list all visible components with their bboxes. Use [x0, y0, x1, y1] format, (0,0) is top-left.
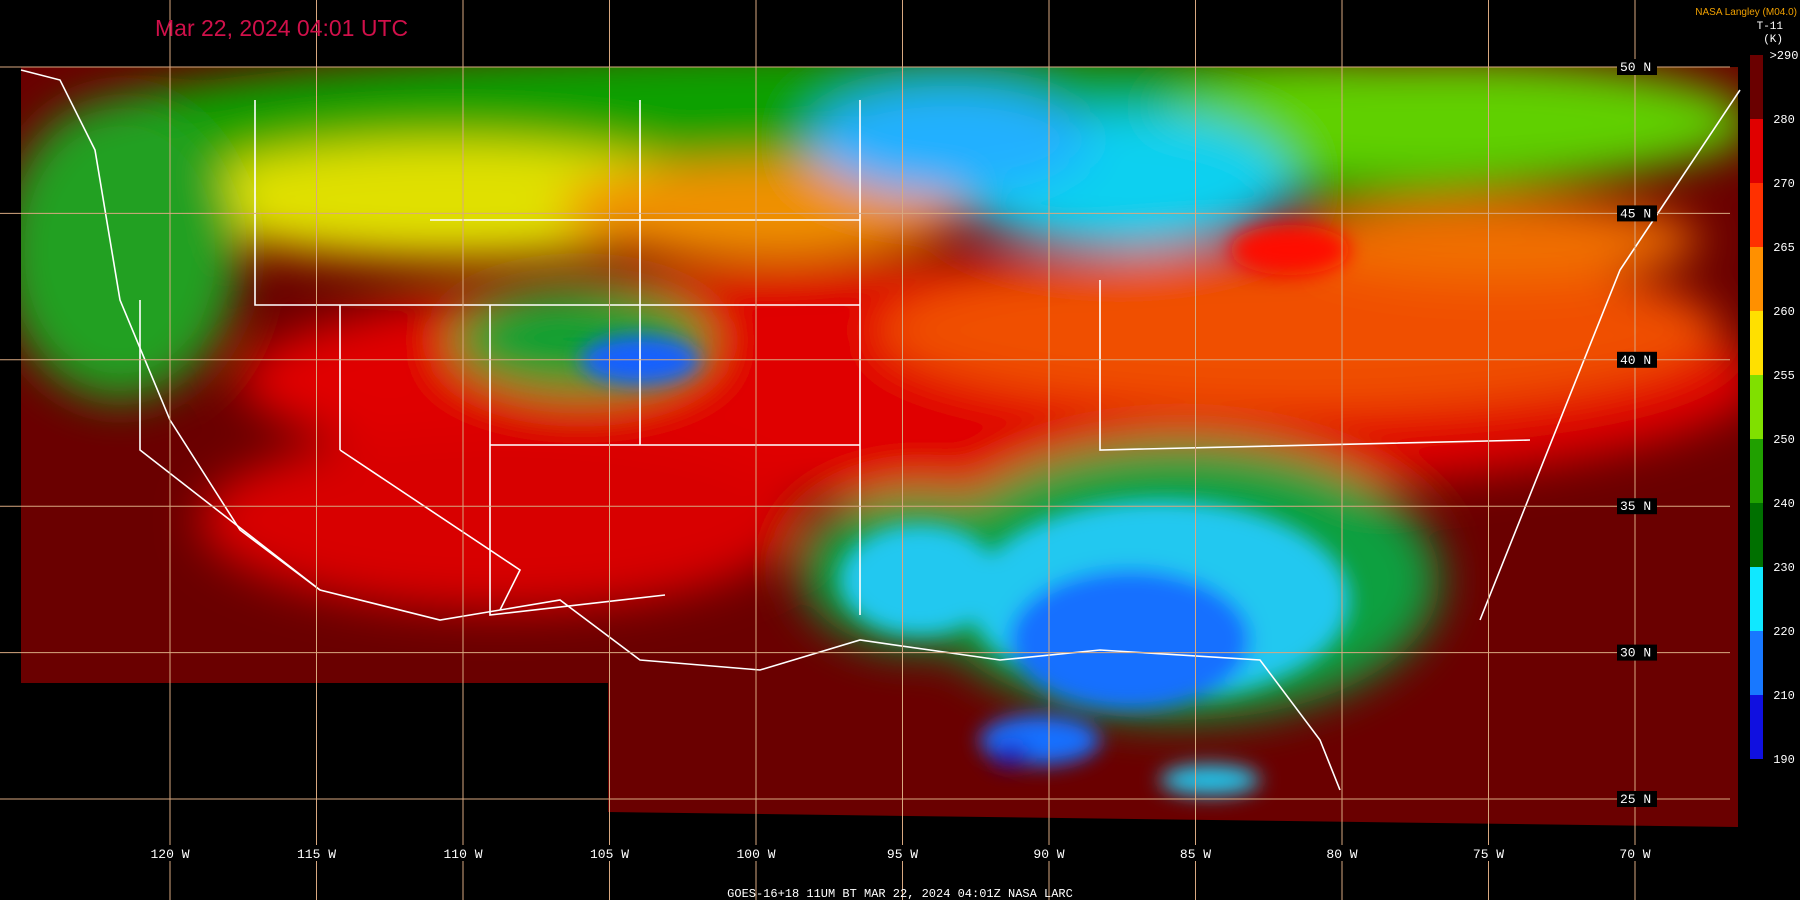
label-bg: [1617, 644, 1657, 661]
label-bg: [1463, 845, 1514, 861]
longitude-label: 90 W: [1033, 847, 1064, 862]
label-bg: [438, 845, 488, 861]
credit: NASA Langley (M04.0): [1695, 7, 1797, 18]
latitude-label: 45 N: [1620, 206, 1651, 221]
label-bg: [1317, 845, 1367, 861]
state-borders: [20, 69, 1741, 791]
label-bg: [1170, 845, 1221, 861]
label-bg: [1617, 791, 1657, 807]
label-bg: [145, 845, 195, 861]
longitude-label: 70 W: [1619, 847, 1650, 862]
longitude-label: 75 W: [1473, 847, 1504, 862]
unit: (K): [1763, 34, 1783, 46]
colorbar-label: 230: [1773, 561, 1795, 575]
colorbar-segment: [1750, 631, 1763, 695]
product: T-11: [1757, 21, 1784, 33]
colorbar-label: 220: [1773, 625, 1795, 639]
colorbar-segment: [1750, 439, 1763, 503]
colorbar-label: 250: [1773, 433, 1795, 447]
footer: GOES-16+18 11UM BT MAR 22, 2024 04:01Z N…: [727, 887, 1073, 900]
longitude-label: 80 W: [1326, 847, 1357, 862]
longitude-label: 110 W: [443, 847, 482, 862]
latitude-label: 50 N: [1620, 60, 1651, 75]
colorbar-label: 280: [1773, 113, 1795, 127]
colorbar-label: 240: [1773, 497, 1795, 511]
latitude-label: 25 N: [1620, 792, 1651, 807]
label-bg: [1024, 845, 1074, 861]
label-bg: [877, 845, 928, 861]
graticule: [0, 0, 1730, 900]
latitude-label: 30 N: [1620, 646, 1651, 661]
colorbar-label: 255: [1773, 369, 1795, 383]
label-bg: [1617, 205, 1657, 222]
colorbar-segment: [1750, 567, 1763, 631]
label-bg: [291, 845, 342, 861]
colorbar-label: 190: [1773, 753, 1795, 767]
label-bg: [1617, 351, 1657, 368]
colorbar-label: 260: [1773, 305, 1795, 319]
colorbar-segment: [1750, 183, 1763, 247]
label-bg: [731, 845, 781, 861]
timestamp: Mar 22, 2024 04:01 UTC: [155, 15, 408, 41]
label-bg: [1610, 845, 1660, 861]
longitude-label: 120 W: [150, 847, 189, 862]
colorbar-segment: [1750, 695, 1763, 759]
colorbar-segment: [1750, 503, 1763, 567]
colorbar-label: >290: [1770, 49, 1799, 63]
longitude-label: 100 W: [736, 847, 775, 862]
colorbar-label: 270: [1773, 177, 1795, 191]
colorbar-label: 265: [1773, 241, 1795, 255]
colorbar-segment: [1750, 119, 1763, 183]
longitude-label: 115 W: [297, 847, 336, 862]
colorbar-label: 210: [1773, 689, 1795, 703]
latitude-label: 35 N: [1620, 499, 1651, 514]
label-bg: [1617, 59, 1657, 75]
label-bg: [1617, 498, 1657, 515]
colorbar-panel: [1741, 46, 1800, 784]
longitude-label: 95 W: [887, 847, 918, 862]
colorbar-segment: [1750, 247, 1763, 311]
longitude-label: 85 W: [1180, 847, 1211, 862]
label-bg: [584, 845, 635, 861]
colorbar-segment: [1750, 55, 1763, 119]
latitude-label: 40 N: [1620, 353, 1651, 368]
colorbar-segment: [1750, 375, 1763, 439]
colorbar-segment: [1750, 311, 1763, 375]
longitude-label: 105 W: [590, 847, 629, 862]
